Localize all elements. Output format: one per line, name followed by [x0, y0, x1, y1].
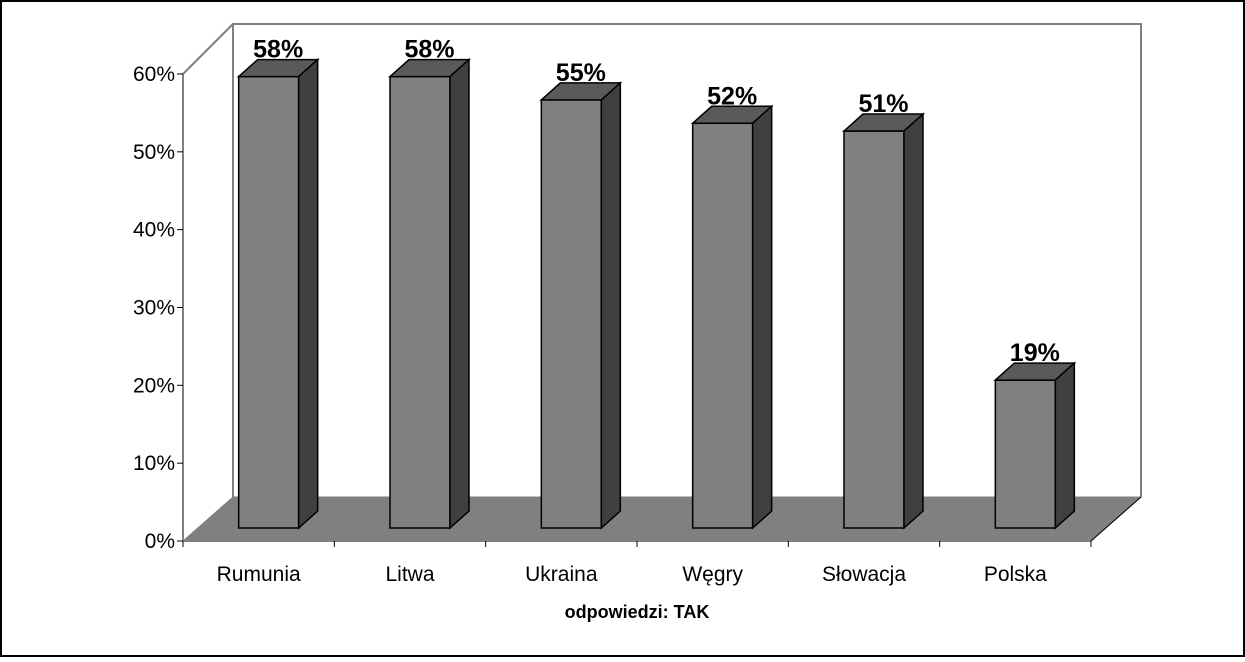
- bar-data-label: 58%: [253, 36, 303, 64]
- y-tick-label: 10%: [133, 452, 175, 475]
- bar-side: [751, 104, 773, 530]
- bars-group: [236, 57, 1077, 530]
- bar-front: [843, 130, 905, 529]
- y-tick-label: 60%: [133, 63, 175, 86]
- x-category-label: Słowacja: [822, 563, 906, 586]
- bar-side: [449, 57, 470, 530]
- bar-data-label: 52%: [707, 82, 757, 110]
- x-category-label: Węgry: [682, 563, 743, 586]
- bar-front: [389, 75, 451, 529]
- y-tick-label: 40%: [133, 219, 175, 242]
- bar-front: [540, 99, 603, 529]
- floor-right-edge: [1090, 496, 1142, 542]
- bar-front: [691, 122, 754, 529]
- x-axis-title: odpowiedzi: TAK: [565, 602, 710, 622]
- x-category-label: Litwa: [385, 563, 434, 586]
- x-category-label: Rumunia: [217, 563, 301, 586]
- bar-front: [994, 379, 1057, 529]
- x-category-label: Ukraina: [525, 563, 598, 586]
- side-wall-top-edge: [182, 23, 234, 75]
- y-axis-ticks: 0% 10% 20% 30% 40% 50% 60%: [133, 63, 183, 553]
- bar-data-label: 58%: [404, 36, 454, 64]
- bar-side: [903, 112, 924, 530]
- x-axis-ticks: Rumunia Litwa Ukraina Węgry Słowacja Polska: [182, 541, 1092, 586]
- y-tick-label: 30%: [133, 297, 175, 320]
- x-category-label: Polska: [984, 563, 1047, 586]
- bar-side: [297, 57, 319, 530]
- y-tick-label: 20%: [133, 374, 175, 397]
- bar-side: [600, 81, 622, 530]
- bar-data-label: 51%: [858, 90, 908, 118]
- bar-data-label: 19%: [1010, 339, 1060, 367]
- y-tick-label: 0%: [145, 530, 175, 553]
- bar-front: [237, 75, 300, 529]
- y-tick-label: 50%: [133, 141, 175, 164]
- bar-data-label: 55%: [556, 59, 606, 87]
- data-labels-group: 58% 58% 55% 52% 51% 19%: [253, 36, 1060, 368]
- back-wall: [232, 23, 1142, 497]
- bar-side: [1054, 361, 1076, 530]
